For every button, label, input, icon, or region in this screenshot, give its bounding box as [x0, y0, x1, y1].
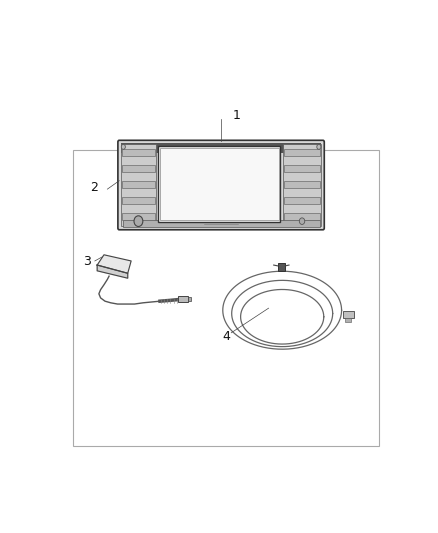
Polygon shape — [97, 265, 128, 278]
Text: 2: 2 — [90, 181, 98, 195]
Bar — [121, 143, 321, 154]
Polygon shape — [97, 255, 131, 273]
Circle shape — [299, 218, 305, 224]
Circle shape — [317, 144, 321, 149]
Bar — [188, 297, 191, 301]
Bar — [284, 213, 320, 220]
Bar — [284, 149, 320, 156]
Bar — [343, 311, 354, 318]
Bar — [283, 144, 321, 226]
Bar — [122, 213, 155, 220]
Text: 1: 1 — [233, 109, 240, 122]
Bar — [122, 197, 155, 204]
Bar — [284, 165, 320, 172]
Bar — [122, 181, 155, 188]
Bar — [284, 197, 320, 204]
Text: 3: 3 — [83, 255, 91, 268]
Circle shape — [121, 144, 125, 149]
Bar — [122, 165, 155, 172]
Bar — [121, 144, 156, 226]
Text: 4: 4 — [222, 330, 230, 343]
Bar — [74, 150, 379, 446]
Bar — [122, 149, 155, 156]
Bar — [284, 181, 320, 188]
Bar — [160, 148, 279, 220]
Circle shape — [134, 216, 143, 227]
Bar — [158, 146, 280, 222]
Bar — [278, 263, 285, 271]
Bar — [345, 318, 351, 322]
FancyBboxPatch shape — [118, 140, 324, 230]
Bar — [123, 220, 320, 227]
Bar — [178, 296, 188, 302]
